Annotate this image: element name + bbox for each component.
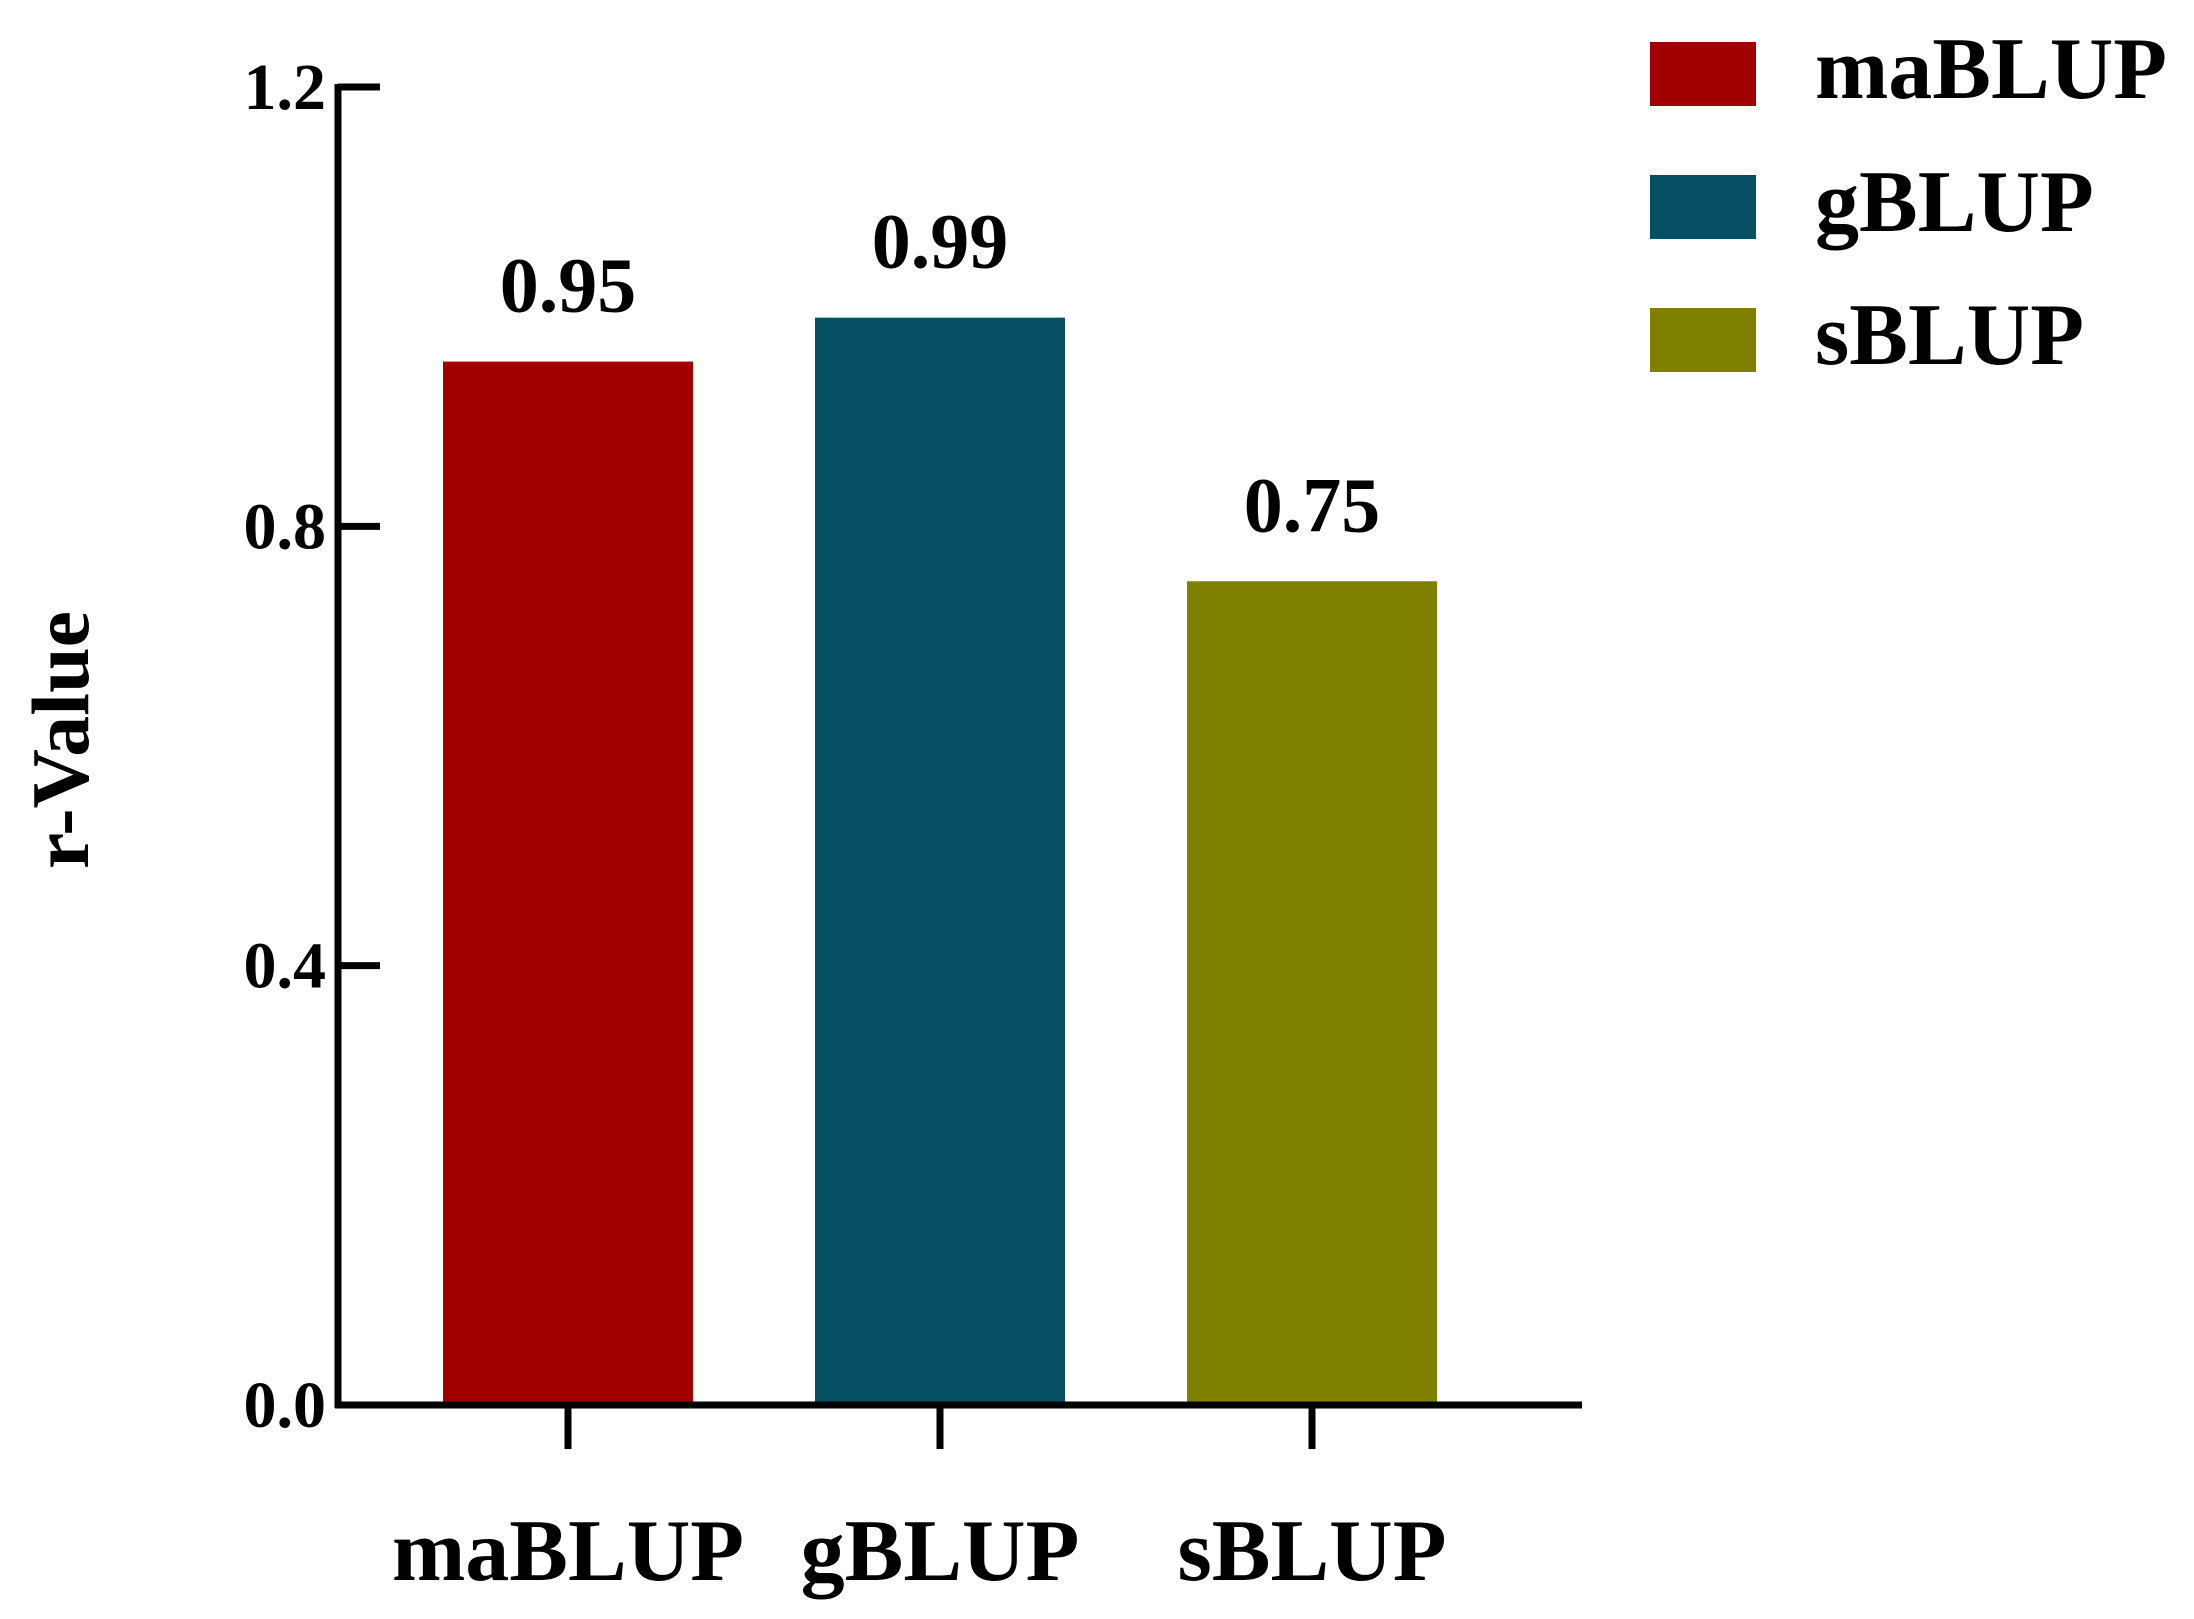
legend-label-sBLUP: sBLUP [1815,287,2084,384]
y-tick-label: 0.8 [244,490,327,563]
legend-label-maBLUP: maBLUP [1815,21,2167,118]
y-tick-label: 1.2 [244,51,327,124]
data-label-gBLUP: 0.99 [872,198,1009,285]
bars-layer [443,317,1437,1405]
data-label-maBLUP: 0.95 [500,242,637,329]
legend-swatch-sBLUP [1650,308,1756,372]
bar-maBLUP [443,361,693,1405]
x-tick-label-maBLUP: maBLUP [392,1503,744,1600]
x-ticks: maBLUP gBLUP sBLUP [392,1405,1446,1600]
y-axis-title: r-Value [15,611,106,869]
data-labels: 0.95 0.99 0.75 [500,198,1381,549]
bar-gBLUP [815,317,1065,1405]
y-ticks: 0.0 0.4 0.8 1.2 [244,51,380,1442]
y-tick-label: 0.4 [244,930,327,1003]
legend-swatch-gBLUP [1650,175,1756,239]
y-tick-label: 0.0 [244,1369,327,1442]
axes-layer [334,84,1582,1409]
bar-sBLUP [1187,581,1437,1405]
x-tick-label-sBLUP: sBLUP [1178,1503,1447,1600]
x-tick-label-gBLUP: gBLUP [801,1503,1080,1600]
legend-swatch-maBLUP [1650,42,1756,106]
legend: maBLUP gBLUP sBLUP [1650,21,2167,384]
legend-label-gBLUP: gBLUP [1815,154,2094,251]
data-label-sBLUP: 0.75 [1244,461,1381,548]
